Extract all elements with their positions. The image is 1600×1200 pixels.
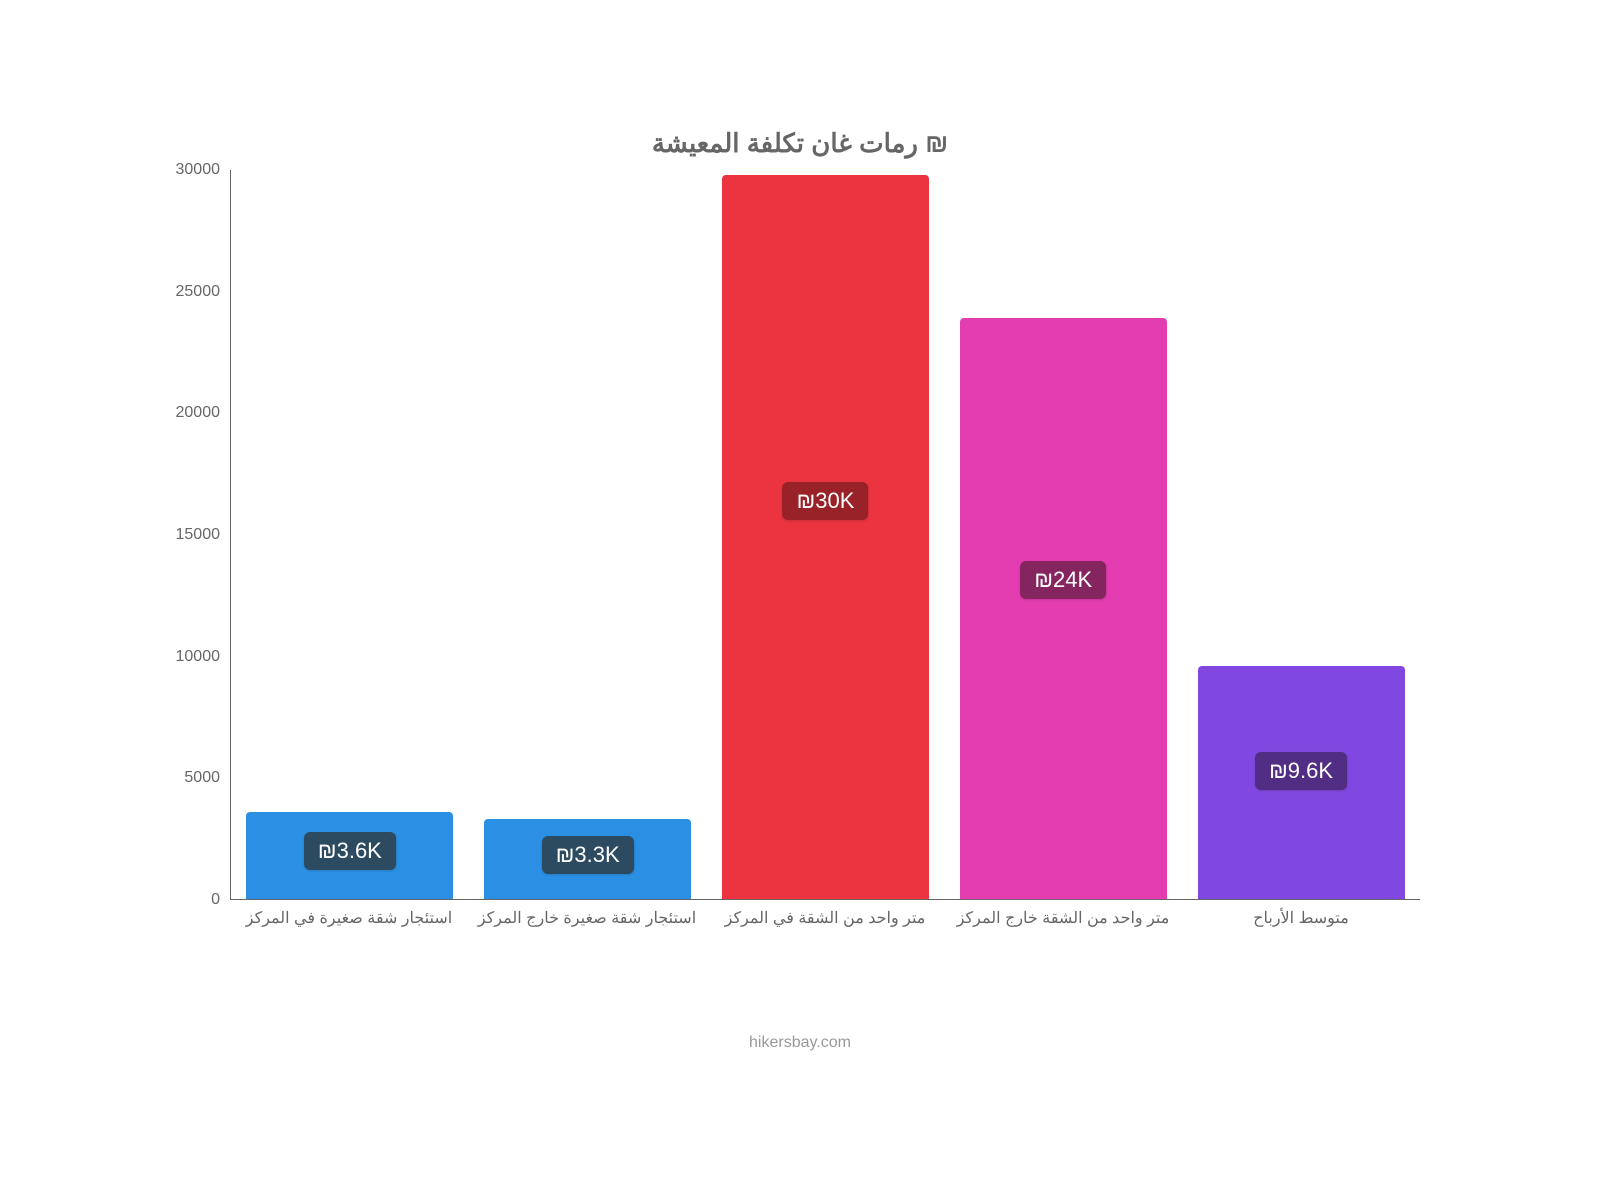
y-tick-label: 20000	[176, 404, 221, 422]
bar: ₪3.3K	[484, 819, 691, 899]
y-tick-label: 30000	[176, 161, 221, 179]
value-badge: ₪30K	[783, 482, 869, 520]
y-tick-label: 25000	[176, 283, 221, 301]
plot-area: ₪3.6K ₪3.3K ₪30K ₪24K ₪9.6K	[230, 170, 1420, 900]
chart-container: رمات غان تكلفة المعيشة ₪ 050001000015000…	[160, 120, 1440, 1080]
bar-slot: ₪24K	[944, 170, 1182, 899]
x-tick-label: متوسط الأرباح	[1182, 900, 1420, 930]
x-axis-labels: استئجار شقة صغيرة في المركزاستئجار شقة ص…	[230, 900, 1420, 930]
value-badge: ₪3.6K	[304, 832, 396, 870]
y-axis-labels: 050001000015000200002500030000	[160, 170, 220, 900]
bar: ₪24K	[960, 318, 1167, 899]
bar: ₪30K	[722, 175, 929, 899]
y-tick-label: 5000	[184, 769, 220, 787]
chart-title: رمات غان تكلفة المعيشة ₪	[160, 128, 1440, 159]
y-tick-label: 0	[211, 891, 220, 909]
bars-group: ₪3.6K ₪3.3K ₪30K ₪24K ₪9.6K	[231, 170, 1420, 899]
bar: ₪9.6K	[1198, 666, 1405, 899]
chart-plot-wrap: 050001000015000200002500030000 ₪3.6K₪3.3…	[230, 170, 1420, 930]
x-tick-label: متر واحد من الشقة خارج المركز	[944, 900, 1182, 930]
x-tick-label: متر واحد من الشقة في المركز	[706, 900, 944, 930]
value-badge: ₪3.3K	[542, 836, 634, 874]
value-badge: ₪9.6K	[1255, 752, 1347, 790]
bar-slot: ₪9.6K	[1182, 170, 1420, 899]
value-badge: ₪24K	[1020, 561, 1106, 599]
bar-slot: ₪3.6K	[231, 170, 469, 899]
y-tick-label: 10000	[176, 648, 221, 666]
bar-slot: ₪30K	[707, 170, 945, 899]
y-tick-label: 15000	[176, 526, 221, 544]
bar-slot: ₪3.3K	[469, 170, 707, 899]
x-tick-label: استئجار شقة صغيرة خارج المركز	[468, 900, 706, 930]
bar: ₪3.6K	[246, 812, 453, 899]
attribution: hikersbay.com	[160, 1034, 1440, 1052]
x-tick-label: استئجار شقة صغيرة في المركز	[230, 900, 468, 930]
